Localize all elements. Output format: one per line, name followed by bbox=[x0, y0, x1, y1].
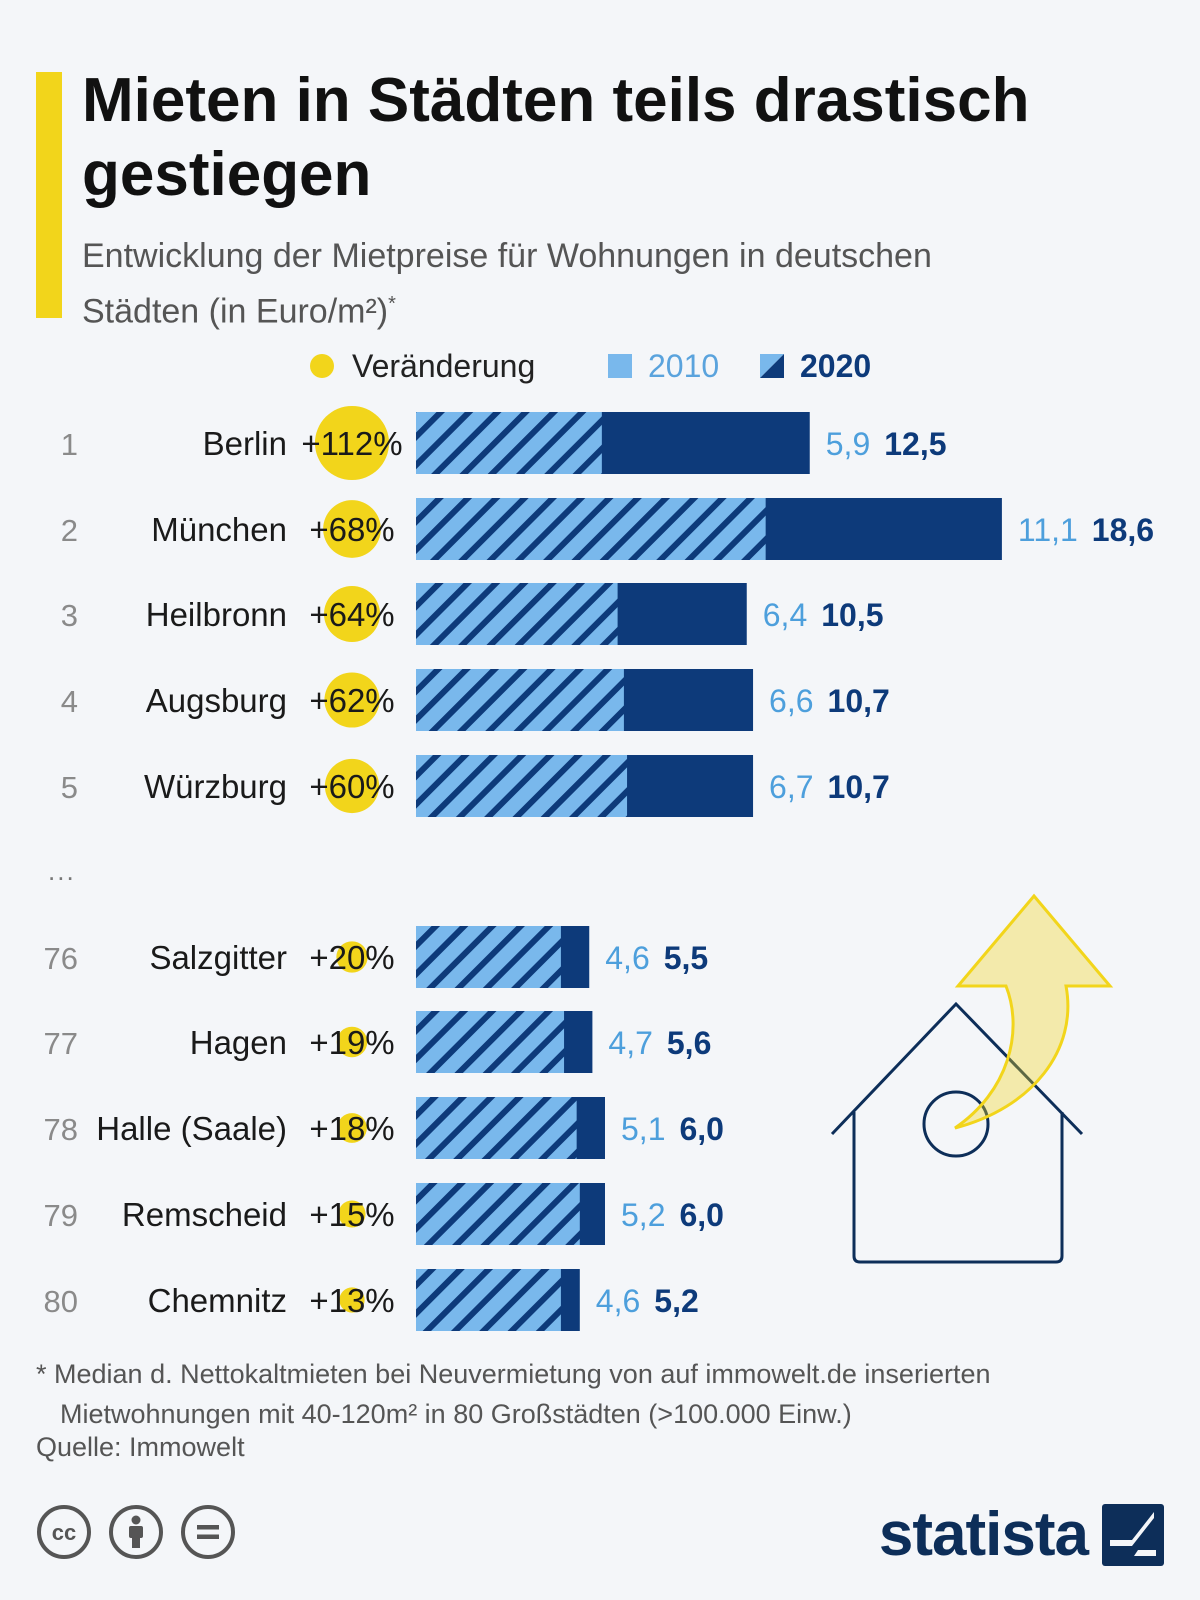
rank-gap-marker: ... bbox=[48, 856, 76, 886]
change-label: +19% bbox=[309, 1024, 394, 1061]
change-label: +112% bbox=[301, 425, 402, 462]
change-bubble bbox=[336, 1026, 368, 1058]
city-label: Hagen bbox=[190, 1024, 287, 1061]
subtitle-footnote-mark: * bbox=[388, 293, 396, 315]
value-2010-label: 6,4 bbox=[763, 597, 807, 633]
change-bubble bbox=[323, 500, 381, 558]
legend-2020-label: 2020 bbox=[800, 347, 872, 384]
bar-2010 bbox=[416, 755, 628, 817]
change-label: +13% bbox=[309, 1282, 394, 1319]
svg-text:cc: cc bbox=[52, 1520, 76, 1545]
rank-label: 4 bbox=[61, 684, 78, 719]
statista-logo-icon bbox=[1102, 1504, 1164, 1566]
legend-change-label: Veränderung bbox=[352, 347, 536, 384]
change-label: +20% bbox=[309, 939, 394, 976]
legend-2020-swatch bbox=[760, 354, 784, 378]
change-bubble bbox=[337, 1113, 367, 1143]
rank-label: 2 bbox=[61, 513, 78, 548]
source-note: Quelle: Immowelt bbox=[36, 1432, 245, 1462]
page-subtitle: Entwicklung der Mietpreise für Wohnungen… bbox=[82, 232, 982, 335]
change-bubble bbox=[336, 941, 368, 973]
value-2020-label: 10,7 bbox=[828, 683, 890, 719]
change-label: +18% bbox=[309, 1110, 394, 1147]
change-bubble bbox=[339, 1287, 365, 1313]
legend-change-dot bbox=[310, 354, 334, 378]
city-label: Berlin bbox=[203, 425, 287, 462]
value-2010-label: 5,1 bbox=[621, 1111, 665, 1147]
rank-label: 77 bbox=[44, 1026, 78, 1061]
change-bubble bbox=[324, 672, 380, 728]
value-2010-label: 11,1 bbox=[1018, 512, 1078, 548]
bar-chart: 1 Berlin +112% 5,9 12,5 2 München +68% 11,1 18,6 3… bbox=[44, 405, 1154, 1331]
bar-2010 bbox=[416, 1269, 561, 1331]
rank-label: 79 bbox=[44, 1198, 78, 1233]
value-2020-label: 10,5 bbox=[821, 597, 883, 633]
legend-2020: 2020 bbox=[760, 344, 871, 388]
rank-label: 78 bbox=[44, 1112, 78, 1147]
bar-2010 bbox=[416, 583, 618, 645]
city-label: München bbox=[151, 511, 287, 548]
house-rising-arrow-icon bbox=[830, 893, 1114, 1264]
value-2010-label: 6,7 bbox=[769, 769, 813, 805]
value-2020-label: 12,5 bbox=[884, 426, 946, 462]
license-icons: cc bbox=[36, 1504, 236, 1560]
footnote-line-1: * Median d. Nettokaltmieten bei Neuvermi… bbox=[36, 1359, 991, 1389]
city-label: Halle (Saale) bbox=[96, 1110, 287, 1147]
rank-label: 76 bbox=[44, 941, 78, 976]
change-label: +15% bbox=[309, 1196, 394, 1233]
city-label: Remscheid bbox=[122, 1196, 287, 1233]
value-2010-label: 4,6 bbox=[605, 940, 649, 976]
value-2020-label: 5,2 bbox=[654, 1283, 698, 1319]
change-bubble bbox=[338, 1200, 366, 1228]
value-2020-label: 10,7 bbox=[828, 769, 890, 805]
city-label: Würzburg bbox=[144, 768, 287, 805]
value-2020-label: 18,6 bbox=[1092, 512, 1154, 548]
bar-2010 bbox=[416, 669, 624, 731]
change-bubble bbox=[324, 586, 380, 642]
change-label: +62% bbox=[309, 682, 394, 719]
change-label: +68% bbox=[309, 511, 394, 548]
change-label: +60% bbox=[309, 768, 394, 805]
city-label: Augsburg bbox=[146, 682, 287, 719]
rank-label: 1 bbox=[61, 427, 78, 462]
change-bubble bbox=[324, 758, 380, 814]
legend-2010-swatch bbox=[608, 354, 632, 378]
subtitle-text: Entwicklung der Mietpreise für Wohnungen… bbox=[82, 237, 932, 331]
value-2020-label: 6,0 bbox=[679, 1197, 723, 1233]
footnote-line-2: Mietwohnungen mit 40-120m² in 80 Großstä… bbox=[60, 1399, 852, 1429]
legend-2010-label: 2010 bbox=[648, 347, 720, 384]
footnote: * Median d. Nettokaltmieten bei Neuvermi… bbox=[36, 1354, 1176, 1434]
statista-brand[interactable]: statista bbox=[879, 1500, 1164, 1570]
brand-wordmark: statista bbox=[878, 1500, 1089, 1569]
value-2020-label: 5,5 bbox=[664, 940, 708, 976]
page-title: Mieten in Städten teils drastisch gestie… bbox=[82, 66, 1030, 209]
bar-2010 bbox=[416, 926, 561, 988]
bar-2010 bbox=[416, 1011, 565, 1073]
value-2010-label: 5,9 bbox=[826, 426, 870, 462]
by-icon[interactable] bbox=[108, 1504, 164, 1560]
city-label: Salzgitter bbox=[149, 939, 287, 976]
city-label: Chemnitz bbox=[148, 1282, 287, 1319]
bar-2010 bbox=[416, 498, 766, 560]
value-2020-label: 5,6 bbox=[667, 1025, 711, 1061]
rank-label: 5 bbox=[61, 770, 78, 805]
bar-2010 bbox=[416, 412, 602, 474]
bar-2010 bbox=[416, 1183, 580, 1245]
value-2020-label: 6,0 bbox=[679, 1111, 723, 1147]
cc-icon[interactable]: cc bbox=[36, 1504, 92, 1560]
value-2010-label: 4,7 bbox=[608, 1025, 652, 1061]
rank-label: 80 bbox=[44, 1284, 78, 1319]
change-bubble bbox=[314, 405, 390, 481]
title-accent-bar bbox=[36, 72, 62, 318]
value-2010-label: 5,2 bbox=[621, 1197, 665, 1233]
legend-2010: 2010 bbox=[608, 344, 719, 388]
nd-icon[interactable] bbox=[180, 1504, 236, 1560]
legend-change: Veränderung bbox=[310, 344, 535, 388]
change-label: +64% bbox=[309, 596, 394, 633]
city-label: Heilbronn bbox=[146, 596, 287, 633]
bar-2010 bbox=[416, 1097, 577, 1159]
value-2010-label: 6,6 bbox=[769, 683, 813, 719]
rank-label: 3 bbox=[61, 598, 78, 633]
value-2010-label: 4,6 bbox=[596, 1283, 640, 1319]
